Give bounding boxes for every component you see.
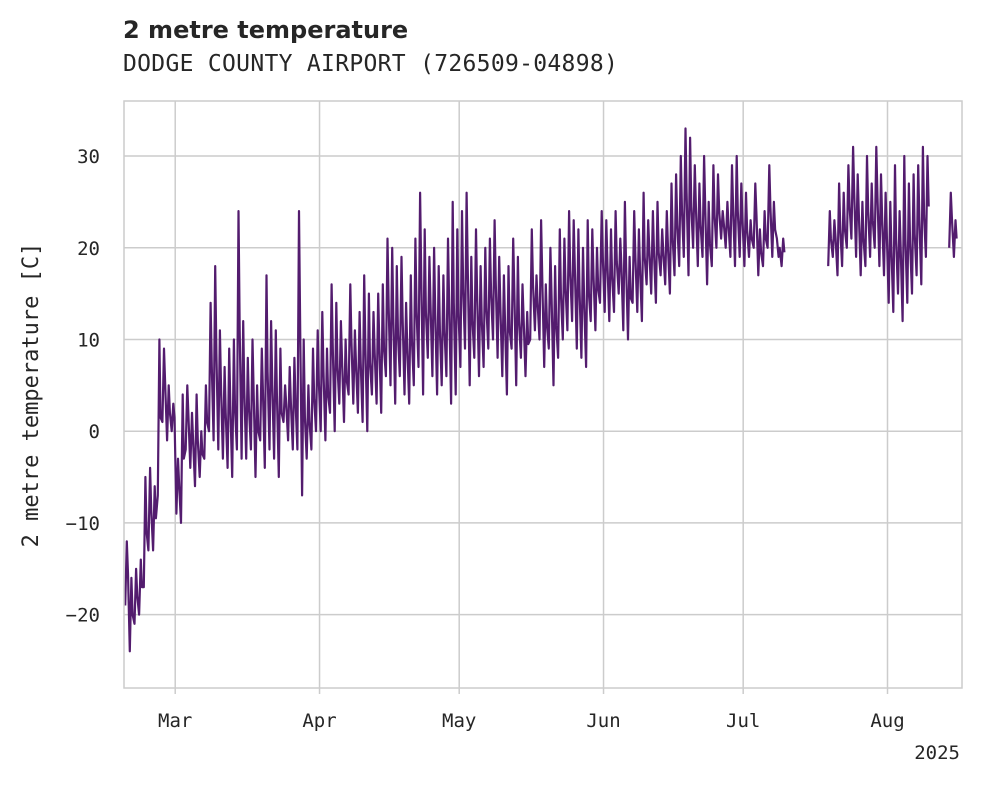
y-grid: [124, 155, 962, 616]
x-tick-label: May: [442, 710, 476, 732]
y-tick-label: 30: [77, 146, 100, 168]
temperature-line-segment: [124, 127, 786, 653]
y-tick-label: 20: [77, 238, 100, 260]
x-grid: [174, 101, 889, 688]
temperature-line-segment: [948, 191, 958, 258]
y-axis-label: 2 metre temperature [C]: [19, 243, 44, 548]
x-tick-label: Aug: [870, 710, 904, 732]
x-tick-label: Mar: [158, 710, 192, 732]
y-tick-label: 0: [89, 421, 100, 443]
chart-subtitle: DODGE COUNTY AIRPORT (726509-04898): [123, 51, 619, 77]
y-tick-label: −20: [66, 605, 100, 627]
x-year-label: 2025: [914, 742, 960, 764]
x-tick-label: Jun: [586, 710, 620, 732]
temperature-line-segment: [827, 145, 930, 323]
x-tick-labels: Mar Apr May Jun Jul Aug: [158, 688, 905, 732]
series-layer: [124, 127, 958, 653]
y-tick-label: 10: [77, 329, 100, 351]
plot-frame: [123, 100, 963, 689]
y-tick-labels: −20 −10 0 10 20 30: [66, 146, 100, 627]
chart-title: 2 metre temperature: [123, 16, 409, 44]
y-tick-label: −10: [66, 513, 100, 535]
x-tick-label: Jul: [726, 710, 760, 732]
x-tick-label: Apr: [302, 710, 336, 732]
